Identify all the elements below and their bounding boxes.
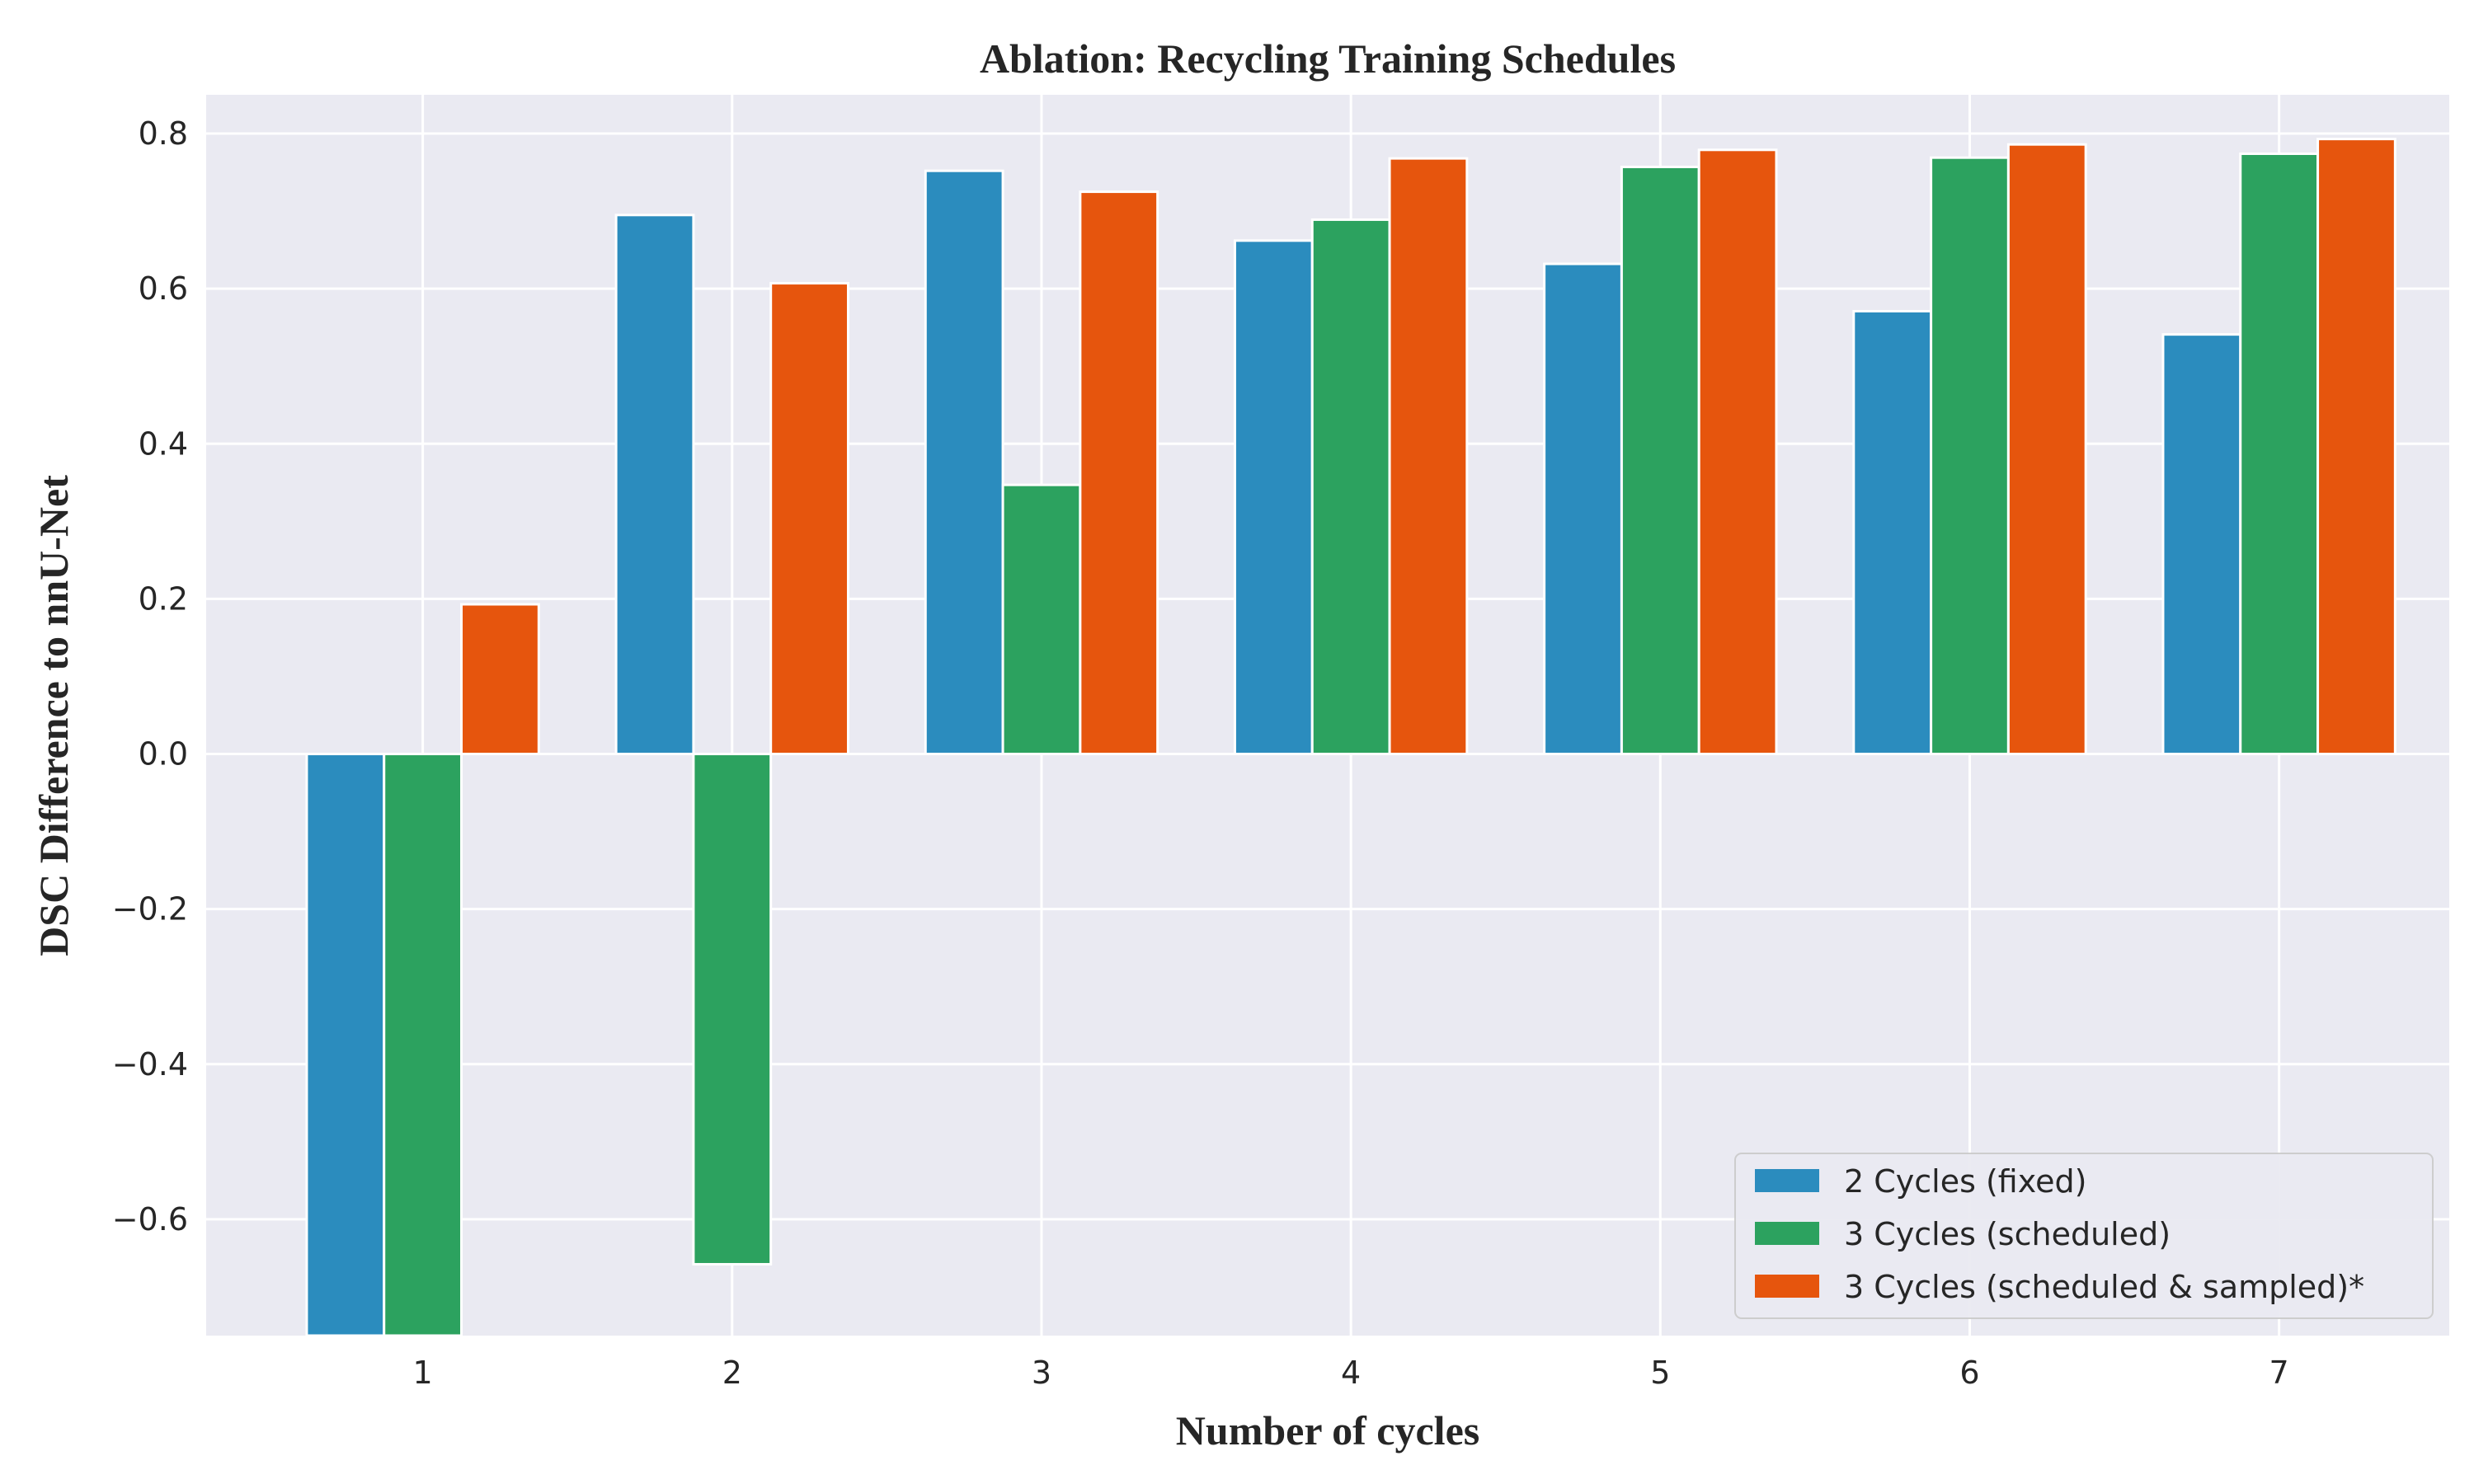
bar-series-2 [1620, 165, 1700, 756]
tick-labels: −0.6 −0.4 −0.2 0.0 0.2 0.4 0.6 0.8 1 2 3 4 5 6 7 [112, 115, 2289, 1391]
bar-series-3 [2316, 138, 2396, 756]
legend-swatch [1755, 1169, 1819, 1192]
x-tick-label: 2 [722, 1355, 742, 1391]
legend-label: 3 Cycles (scheduled) [1844, 1216, 2171, 1252]
x-tick-label: 7 [2269, 1355, 2289, 1391]
y-axis-label: DSC Difference to nnU-Net [31, 475, 77, 956]
y-tick-label: −0.2 [112, 891, 188, 928]
bar-series-2 [1930, 156, 2010, 756]
x-tick-label: 3 [1032, 1355, 1051, 1391]
bar-series-3 [460, 603, 540, 756]
x-axis-label: Number of cycles [1176, 1407, 1479, 1453]
bar-series-3 [1697, 148, 1778, 756]
y-tick-label: 0.2 [139, 580, 188, 617]
chart-title: Ablation: Recycling Training Schedules [980, 35, 1676, 82]
y-tick-label: −0.6 [112, 1201, 188, 1237]
legend-label: 2 Cycles (fixed) [1844, 1163, 2086, 1200]
bars [305, 138, 2396, 1337]
x-tick-label: 1 [413, 1355, 433, 1391]
legend-label: 3 Cycles (scheduled & sampled)* [1844, 1269, 2364, 1305]
bar-series-1 [614, 214, 695, 756]
bar-series-1 [1852, 309, 1933, 756]
y-tick-label: 0.4 [139, 425, 188, 462]
bar-series-2 [2239, 152, 2320, 756]
x-tick-label: 4 [1341, 1355, 1361, 1391]
legend-swatch [1755, 1222, 1819, 1245]
bar-series-3 [2006, 143, 2087, 756]
x-tick-label: 6 [1959, 1355, 1979, 1391]
bar-series-3 [769, 282, 849, 756]
y-tick-label: 0.0 [139, 736, 188, 773]
legend: 2 Cycles (fixed) 3 Cycles (scheduled) 3 Cy… [1734, 1153, 2434, 1319]
y-tick-label: −0.4 [112, 1046, 188, 1082]
bar-series-1 [924, 169, 1004, 756]
x-tick-label: 5 [1650, 1355, 1670, 1391]
bar-series-1 [2161, 333, 2242, 756]
bar-series-2 [1001, 483, 1082, 756]
bar-series-1 [1543, 262, 1623, 756]
legend-swatch [1755, 1275, 1819, 1298]
bar-series-3 [1079, 190, 1159, 756]
bar-series-3 [1388, 157, 1469, 756]
bar-series-1 [305, 753, 386, 1337]
bar-series-1 [1233, 239, 1314, 756]
y-tick-label: 0.8 [139, 115, 188, 152]
y-tick-label: 0.6 [139, 270, 188, 307]
bar-series-2 [383, 753, 463, 1337]
bar-series-2 [1310, 218, 1391, 756]
legend-box [1734, 1153, 2434, 1319]
bar-series-2 [692, 753, 773, 1266]
